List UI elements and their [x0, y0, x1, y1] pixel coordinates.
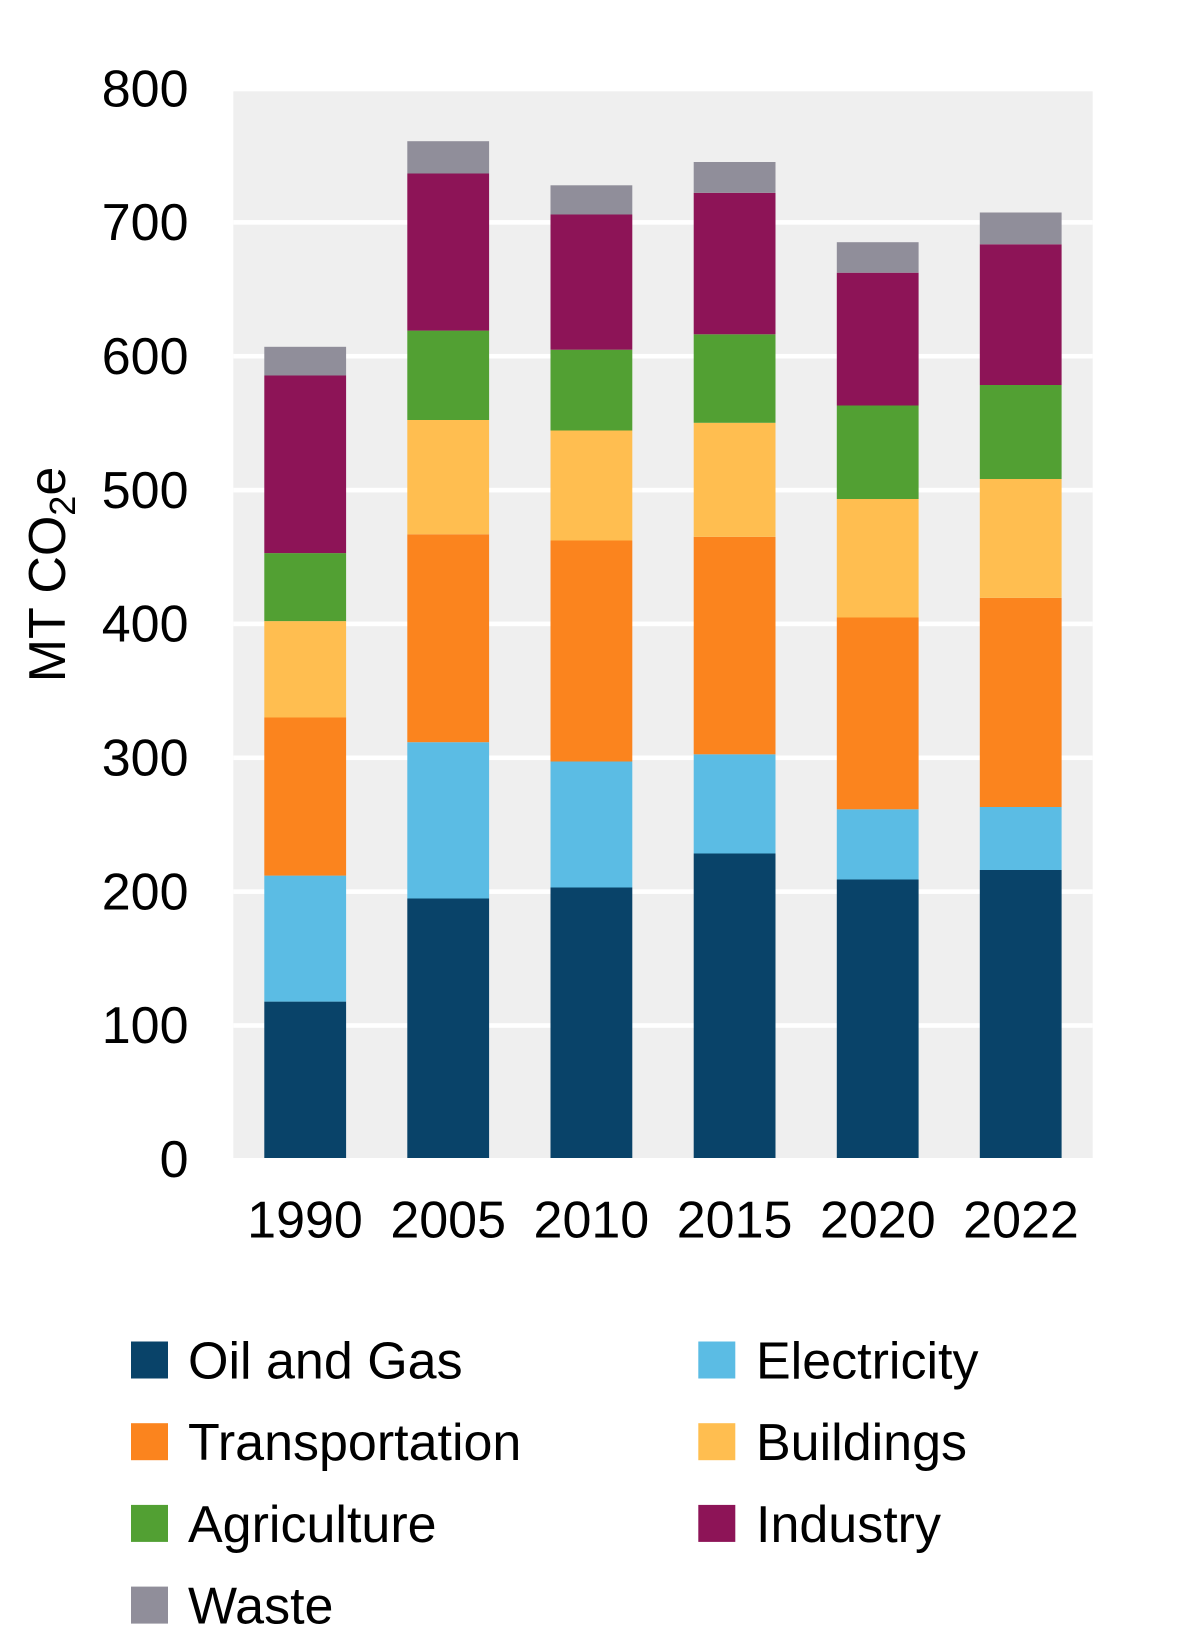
svg-text:300: 300	[102, 730, 189, 788]
svg-text:Buildings: Buildings	[756, 1414, 967, 1472]
svg-text:2020: 2020	[820, 1192, 936, 1250]
svg-text:2005: 2005	[390, 1192, 506, 1250]
svg-text:700: 700	[102, 194, 189, 252]
svg-text:0: 0	[160, 1131, 189, 1189]
svg-text:400: 400	[102, 596, 189, 654]
svg-text:Oil and Gas: Oil and Gas	[188, 1333, 463, 1391]
svg-text:1990: 1990	[247, 1192, 363, 1250]
svg-text:Industry: Industry	[756, 1496, 941, 1554]
svg-text:Transportation: Transportation	[188, 1414, 521, 1472]
svg-text:800: 800	[102, 60, 189, 118]
svg-text:2015: 2015	[677, 1192, 793, 1250]
svg-text:Electricity: Electricity	[756, 1333, 978, 1391]
svg-text:2022: 2022	[963, 1192, 1079, 1250]
svg-text:200: 200	[102, 863, 189, 921]
svg-text:600: 600	[102, 328, 189, 386]
svg-text:2010: 2010	[534, 1192, 650, 1250]
svg-text:Agriculture: Agriculture	[188, 1496, 437, 1554]
svg-text:500: 500	[102, 462, 189, 520]
svg-text:Waste: Waste	[188, 1578, 333, 1636]
svg-text:100: 100	[102, 997, 189, 1055]
